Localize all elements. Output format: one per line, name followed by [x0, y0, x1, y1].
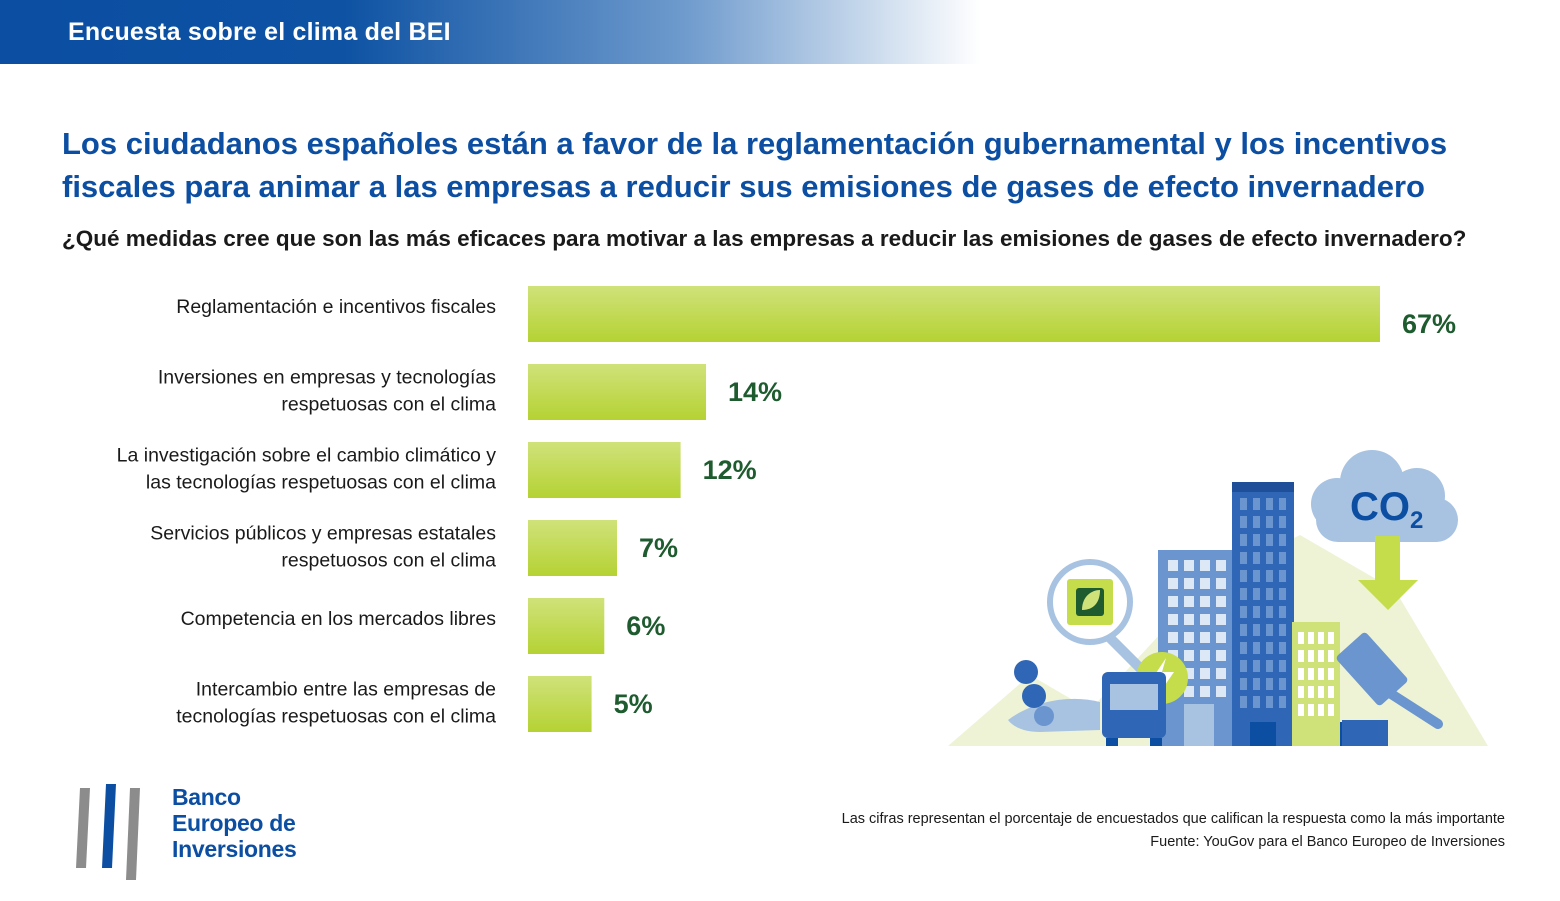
bar-3: [528, 520, 618, 576]
eib-logo: Banco Europeo de Inversiones: [72, 784, 332, 884]
co2-subscript: 2: [1410, 507, 1423, 534]
category-label-5: Intercambio entre las empresas de tecnolo…: [176, 679, 496, 728]
category-label-2: La investigación sobre el cambio climáti…: [117, 445, 497, 494]
bar-1: [528, 364, 707, 420]
footnote: Las cifras representan el porcentaje de …: [842, 808, 1505, 854]
green-city-illustration: CO 2: [948, 450, 1488, 746]
header-band: Encuesta sobre el clima del BEI: [0, 0, 980, 64]
headline: Los ciudadanos españoles están a favor d…: [62, 122, 1522, 208]
value-label-5: 5%: [614, 689, 653, 719]
headline-line-1: Los ciudadanos españoles están a favor d…: [62, 126, 1448, 161]
value-label-3: 7%: [639, 533, 678, 563]
eib-logo-mark: [76, 784, 140, 880]
co2-cloud-icon: CO 2: [1311, 450, 1458, 542]
footnote-source: Fuente: YouGov para el Banco Europeo de …: [1150, 834, 1505, 850]
bar-5: [528, 676, 592, 732]
down-arrow-icon: [1358, 536, 1418, 610]
value-label-4: 6%: [626, 611, 665, 641]
survey-title: Encuesta sobre el clima del BEI: [68, 18, 451, 46]
category-label-1: Inversiones en empresas y tecnologías res…: [158, 367, 496, 416]
co2-label: CO: [1350, 485, 1410, 529]
bus-icon: [1102, 672, 1166, 746]
headline-line-2: fiscales para animar a las empresas a re…: [62, 169, 1425, 204]
logo-line-3: Inversiones: [172, 836, 297, 862]
category-label-0: Reglamentación e incentivos fiscales: [176, 296, 496, 318]
hand-coins-icon: [1008, 660, 1100, 732]
gavel-icon: [1336, 632, 1443, 746]
category-label-4: Competencia en los mercados libres: [181, 608, 497, 630]
magnifier-chip-icon: [1047, 559, 1157, 685]
bar-4: [528, 598, 605, 654]
logo-line-1: Banco: [172, 784, 241, 810]
eib-logo-text: Banco Europeo de Inversiones: [172, 784, 297, 862]
value-label-2: 12%: [703, 455, 757, 485]
bar-0: [528, 286, 1380, 342]
logo-line-2: Europeo de: [172, 810, 296, 836]
value-label-0: 67%: [1402, 309, 1456, 339]
footnote-note: Las cifras representan el porcentaje de …: [841, 811, 1505, 827]
bar-2: [528, 442, 681, 498]
category-label-3: Servicios públicos y empresas estatales r…: [150, 523, 496, 572]
value-label-1: 14%: [728, 377, 782, 407]
building-windows: [1168, 498, 1334, 746]
survey-question: ¿Qué medidas cree que son las más eficac…: [62, 226, 1467, 251]
